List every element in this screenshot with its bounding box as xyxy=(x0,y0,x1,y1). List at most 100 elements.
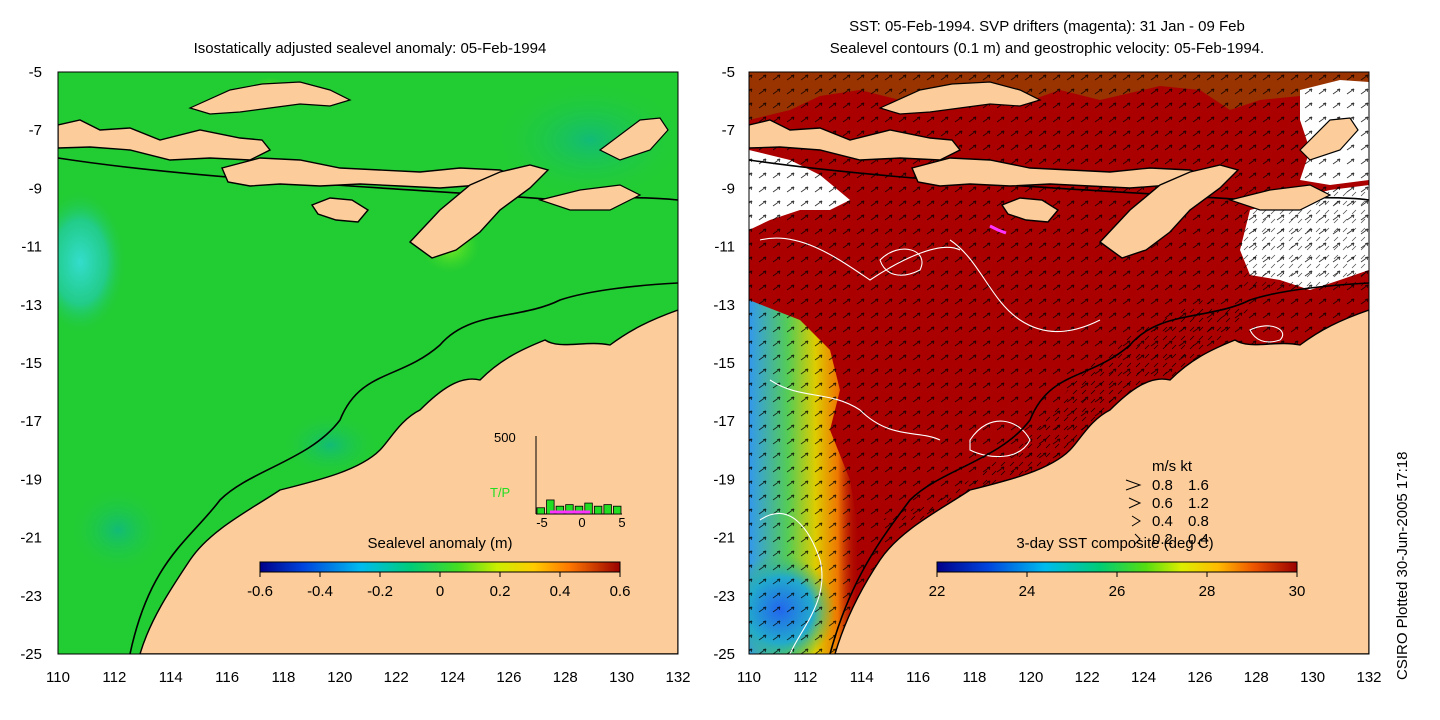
right-x-tick-label: 112 xyxy=(793,669,817,686)
left-x-tick-label: 120 xyxy=(327,669,352,686)
left-y-tick-label: -21 xyxy=(20,530,42,547)
sla-colorbar-tick-label: -0.6 xyxy=(247,583,273,600)
inset-x-tick-label: 5 xyxy=(618,515,625,530)
left-x-tick-label: 132 xyxy=(665,669,690,686)
right-x-tick-label: 118 xyxy=(962,669,986,686)
right-y-tick-label: -23 xyxy=(713,588,735,605)
left-y-tick-label: -9 xyxy=(29,180,42,197)
right-y-tick-label: -11 xyxy=(714,239,735,256)
inset-bar xyxy=(613,505,622,515)
inset-bar xyxy=(584,502,593,515)
sla-colorbar-ticks: -0.6 -0.4 -0.2 0 0.2 0.4 0.6 xyxy=(247,572,630,600)
right-x-tick-label: 116 xyxy=(906,669,930,686)
java-bali-lombok-islands xyxy=(58,119,272,161)
left-map-frame xyxy=(57,71,679,655)
sla-teal-anomaly-center xyxy=(285,415,375,475)
right-x-tick-label: 126 xyxy=(1187,669,1212,686)
inset-bar xyxy=(574,505,584,515)
right-x-axis-ticks: 110 112 114 116 118 120 122 124 126 128 130 132 xyxy=(737,669,1381,686)
inset-bar xyxy=(565,504,574,515)
sealevel-contours xyxy=(759,237,1283,654)
right-x-tick-label: 124 xyxy=(1131,669,1156,686)
left-x-tick-label: 124 xyxy=(440,669,465,686)
inset-bar xyxy=(546,499,555,515)
left-y-tick-label: -7 xyxy=(29,122,42,139)
sla-colorbar-tick-label: -0.4 xyxy=(307,583,333,600)
sla-teal-anomaly-southwest xyxy=(73,490,163,570)
velocity-legend: m/s kt 0.8 1.60.6 1.20.4 0.80.2 0.4 xyxy=(1125,458,1209,548)
sla-colorbar-tick-label: 0.2 xyxy=(490,583,511,600)
sumba-island-right xyxy=(1000,197,1060,223)
inset-bar xyxy=(536,507,545,515)
right-y-tick-label: -19 xyxy=(713,471,735,488)
velocity-legend-kt: 1.2 xyxy=(1188,495,1209,512)
inset-bar xyxy=(593,505,603,515)
velocity-legend-ms: 0.2 xyxy=(1152,531,1173,548)
sla-colorbar xyxy=(259,561,621,573)
timor-island-right xyxy=(1098,164,1240,259)
left-map-title: Isostatically adjusted sealevel anomaly:… xyxy=(193,40,547,57)
left-y-tick-label: -19 xyxy=(20,471,42,488)
northern-islands-right xyxy=(878,81,1359,211)
left-y-tick-label: -11 xyxy=(21,239,42,256)
inset-x-tick-label: 0 xyxy=(578,515,585,530)
sst-colorbar-tick-label: 24 xyxy=(1019,583,1036,600)
right-y-tick-label: -7 xyxy=(722,122,735,139)
right-y-tick-label: -17 xyxy=(713,413,735,430)
right-y-tick-label: -15 xyxy=(713,355,735,372)
left-x-tick-label: 130 xyxy=(609,669,634,686)
left-y-tick-label: -15 xyxy=(20,355,42,372)
sst-colorbar-tick-label: 30 xyxy=(1289,583,1306,600)
left-x-tick-label: 128 xyxy=(553,669,578,686)
velocity-legend-arrow xyxy=(1125,479,1142,491)
inset-bar xyxy=(603,504,612,515)
left-x-tick-label: 126 xyxy=(496,669,521,686)
left-y-tick-label: -5 xyxy=(29,64,42,81)
left-x-tick-label: 116 xyxy=(215,669,239,686)
sst-colorbar-tick-label: 28 xyxy=(1199,583,1216,600)
sumba-island xyxy=(310,197,370,223)
velocity-legend-kt: 0.8 xyxy=(1188,513,1209,530)
right-y-tick-label: -21 xyxy=(713,530,735,547)
sst-colorbar-tick-label: 26 xyxy=(1109,583,1126,600)
sla-colorbar-tick-label: 0 xyxy=(436,583,444,600)
left-x-tick-label: 112 xyxy=(102,669,126,686)
right-y-axis-ticks: -5 -7 -9 -11 -13 -15 -17 -19 -21 -23 -25 xyxy=(713,64,735,663)
drifter-track xyxy=(989,224,1007,235)
velocity-legend-ms: 0.8 xyxy=(1152,477,1173,494)
right-x-tick-label: 130 xyxy=(1300,669,1325,686)
sla-high-anomaly-west xyxy=(58,192,125,332)
velocity-legend-rows: 0.8 1.60.6 1.20.4 0.80.2 0.4 xyxy=(1125,477,1209,548)
left-x-tick-label: 110 xyxy=(46,669,70,686)
tp-inset: 500 T/P -5 0 5 xyxy=(490,430,626,530)
timor-island xyxy=(408,164,550,259)
left-x-tick-label: 122 xyxy=(384,669,409,686)
left-x-tick-label: 114 xyxy=(159,669,183,686)
northern-islands-left xyxy=(188,81,669,211)
inset-bar xyxy=(555,505,565,515)
java-bali-lombok-islands-right xyxy=(749,119,962,161)
velocity-legend-kt: 0.4 xyxy=(1188,531,1209,548)
right-map-title-line1: SST: 05-Feb-1994. SVP drifters (magenta)… xyxy=(849,18,1245,35)
sla-colorbar-tick-label: -0.2 xyxy=(367,583,393,600)
right-x-tick-label: 114 xyxy=(850,669,874,686)
velocity-legend-arrow xyxy=(1131,515,1141,527)
sla-colorbar-tick-label: 0.6 xyxy=(610,583,631,600)
velocity-legend-arrow xyxy=(1128,497,1142,509)
left-y-tick-label: -13 xyxy=(20,297,42,314)
right-map-title-line2: Sealevel contours (0.1 m) and geostrophi… xyxy=(829,40,1265,57)
sst-colorbar-label: 3-day SST composite (deg C) xyxy=(1016,535,1213,552)
inset-bars xyxy=(536,499,622,515)
velocity-legend-header: m/s kt xyxy=(1152,458,1193,475)
right-map-frame xyxy=(748,71,1370,655)
right-y-tick-label: -13 xyxy=(713,297,735,314)
sst-colorbar-ticks: 22 24 26 28 30 xyxy=(929,572,1306,600)
sla-colorbar-tick-label: 0.4 xyxy=(550,583,571,600)
left-x-axis-ticks: 110 112 114 116 118 120 122 124 126 128 130 132 xyxy=(46,669,690,686)
left-y-tick-label: -17 xyxy=(20,413,42,430)
inset-ymax-label: 500 xyxy=(494,430,516,445)
velocity-legend-kt: 1.6 xyxy=(1188,477,1209,494)
inset-series-label: T/P xyxy=(490,485,510,500)
right-x-tick-label: 120 xyxy=(1018,669,1043,686)
